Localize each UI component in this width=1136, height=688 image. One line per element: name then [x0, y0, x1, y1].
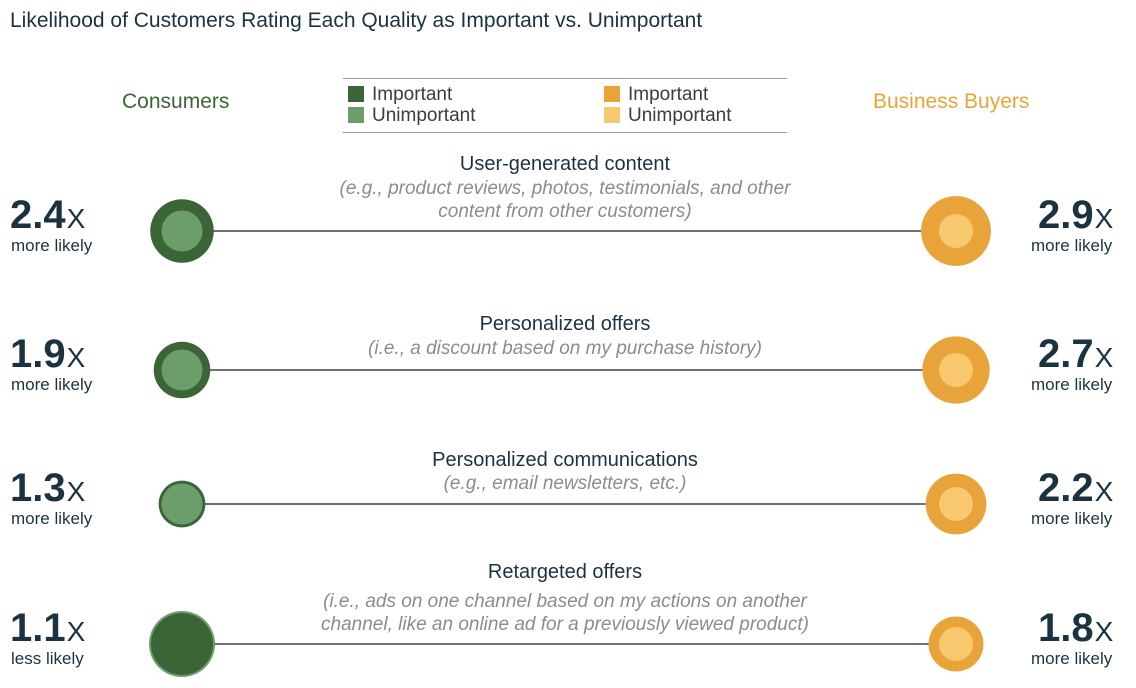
example-label: (e.g., product reviews, photos, testimon… — [340, 178, 792, 199]
quality-label: Personalized offers — [480, 313, 651, 335]
quality-label: User-generated content — [460, 153, 671, 175]
business-buyers-group-label: Business Buyers — [873, 90, 1030, 113]
legend-swatch-business-unimportant — [604, 107, 620, 123]
business-ratio-suffix: X — [1095, 616, 1114, 647]
business-ratio-suffix: X — [1095, 342, 1114, 373]
consumer-ratio-direction: less likely — [11, 649, 84, 668]
legend-label: Important — [628, 84, 709, 105]
business-unimportant-bubble — [939, 627, 973, 661]
legend-label: Unimportant — [372, 105, 476, 126]
example-label: channel, like an online ad for a previou… — [321, 614, 809, 635]
business-ratio-value: 2.7 — [1038, 332, 1094, 376]
business-unimportant-bubble — [939, 353, 973, 387]
business-ratio-direction: more likely — [1031, 509, 1113, 528]
consumer-unimportant-bubble — [161, 210, 203, 252]
consumer-important-bubble — [151, 613, 213, 675]
consumer-ratio-direction: more likely — [11, 375, 93, 394]
legend-swatch-business-important — [604, 86, 620, 102]
legend-business-important: Important — [604, 84, 708, 105]
consumer-unimportant-bubble — [161, 483, 203, 525]
consumer-ratio-direction: more likely — [11, 236, 93, 255]
legend-business-unimportant: Unimportant — [604, 105, 732, 126]
legend-label: Unimportant — [628, 105, 732, 126]
business-unimportant-bubble — [939, 487, 973, 521]
business-ratio-suffix: X — [1095, 476, 1114, 507]
business-ratio-direction: more likely — [1031, 236, 1113, 255]
business-ratio-suffix: X — [1095, 203, 1114, 234]
consumers-group-label: Consumers — [122, 90, 230, 113]
business-ratio-direction: more likely — [1031, 649, 1113, 668]
consumer-ratio-value: 1.1 — [10, 606, 66, 650]
consumer-unimportant-bubble — [161, 349, 203, 391]
business-unimportant-bubble — [939, 214, 973, 248]
quality-label: Retargeted offers — [488, 561, 642, 583]
quality-label: Personalized communications — [432, 449, 698, 471]
consumer-ratio-suffix: X — [67, 476, 86, 507]
legend-consumer-important: Important — [348, 84, 452, 105]
consumer-ratio-value: 2.4 — [10, 193, 66, 237]
example-label: content from other customers) — [438, 201, 691, 222]
business-ratio-value: 2.2 — [1038, 466, 1094, 510]
legend-swatch-consumer-unimportant — [348, 107, 364, 123]
consumer-ratio-suffix: X — [67, 203, 86, 234]
legend-swatch-consumer-important — [348, 86, 364, 102]
example-label: (i.e., ads on one channel based on my ac… — [323, 591, 807, 612]
consumer-ratio-suffix: X — [67, 342, 86, 373]
consumer-ratio-suffix: X — [67, 616, 86, 647]
legend-label: Important — [372, 84, 453, 105]
business-ratio-direction: more likely — [1031, 375, 1113, 394]
consumer-ratio-value: 1.3 — [10, 466, 66, 510]
example-label: (i.e., a discount based on my purchase h… — [368, 338, 762, 359]
consumer-ratio-value: 1.9 — [10, 332, 66, 376]
legend: Important Unimportant Important Unimport… — [343, 78, 787, 133]
legend-consumer-unimportant: Unimportant — [348, 105, 476, 126]
business-ratio-value: 1.8 — [1038, 606, 1094, 650]
example-label: (e.g., email newsletters, etc.) — [444, 473, 687, 494]
chart-title: Likelihood of Customers Rating Each Qual… — [10, 9, 703, 32]
consumer-ratio-direction: more likely — [11, 509, 93, 528]
business-ratio-value: 2.9 — [1038, 193, 1094, 237]
